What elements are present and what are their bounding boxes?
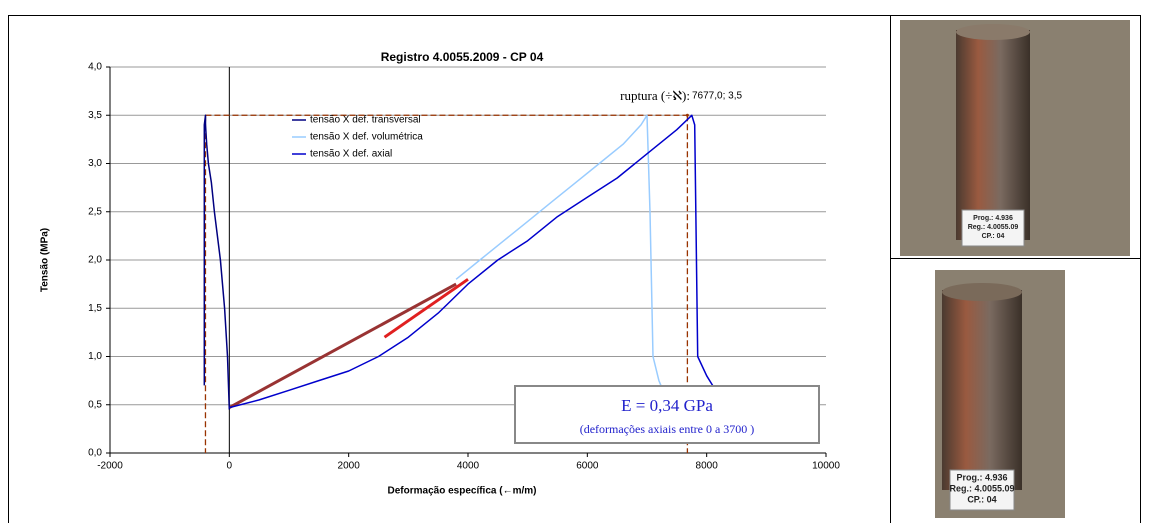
x-tick-label: 10000 bbox=[812, 461, 840, 472]
photo-label: Prog.: 4.936 bbox=[956, 472, 1007, 482]
x-tick-label: 2000 bbox=[338, 461, 361, 472]
legend-label: tensão X def. transversal bbox=[310, 115, 421, 126]
y-tick-label: 0,5 bbox=[88, 399, 102, 410]
legend-label: tensão X def. volumétrica bbox=[310, 132, 423, 143]
series-line bbox=[229, 114, 714, 409]
annotation: 7677,0; 3,5 bbox=[692, 91, 742, 102]
y-tick-label: 0,0 bbox=[88, 448, 102, 459]
trend-line bbox=[383, 278, 469, 339]
x-tick-label: -2000 bbox=[97, 461, 123, 472]
legend-label: tensão X def. axial bbox=[310, 149, 392, 160]
photo-label: CP.: 04 bbox=[967, 494, 996, 504]
rupture-point bbox=[685, 113, 689, 117]
x-tick-label: 8000 bbox=[696, 461, 719, 472]
x-axis-label: Deformação específica (←m/m) bbox=[388, 486, 537, 497]
x-tick-label: 4000 bbox=[457, 461, 480, 472]
y-tick-label: 2,5 bbox=[88, 206, 102, 217]
annotation: E = 0,34 GPa bbox=[621, 396, 713, 415]
x-tick-label: 6000 bbox=[576, 461, 599, 472]
annotation: (deformações axiais entre 0 a 3700 ) bbox=[580, 422, 755, 436]
y-tick-label: 3,0 bbox=[88, 158, 102, 169]
annotation: ruptura (÷ℵ): bbox=[620, 88, 690, 103]
series-line bbox=[203, 114, 231, 410]
y-axis-label: Tensão (MPa) bbox=[40, 228, 51, 292]
photo bbox=[900, 20, 1130, 518]
series-line bbox=[455, 114, 666, 396]
trend-line bbox=[228, 282, 457, 409]
photo-label: Prog.: 4.936 bbox=[973, 215, 1013, 222]
y-tick-label: 4,0 bbox=[88, 62, 102, 73]
y-tick-label: 1,0 bbox=[88, 351, 102, 362]
chart-title: Registro 4.0055.2009 - CP 04 bbox=[381, 50, 544, 64]
y-tick-label: 2,0 bbox=[88, 255, 102, 266]
y-tick-label: 1,5 bbox=[88, 303, 102, 314]
x-tick-label: 0 bbox=[227, 461, 233, 472]
photo-label: Reg.: 4.0055.09 bbox=[968, 224, 1019, 231]
frame bbox=[8, 15, 1141, 523]
text-box bbox=[514, 385, 820, 444]
y-tick-label: 3,5 bbox=[88, 110, 102, 121]
photo-label: Reg.: 4.0055.09 bbox=[949, 483, 1014, 493]
photo-label: CP.: 04 bbox=[982, 233, 1005, 240]
